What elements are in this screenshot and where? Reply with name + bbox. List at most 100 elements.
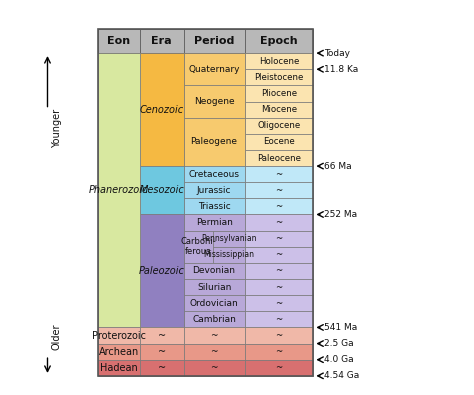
Text: Ordovician: Ordovician bbox=[190, 299, 238, 308]
Text: 2.5 Ga: 2.5 Ga bbox=[324, 339, 354, 348]
Bar bbox=[245, 182, 313, 198]
Bar bbox=[98, 29, 140, 53]
Bar bbox=[183, 311, 245, 327]
Text: Cenozoic: Cenozoic bbox=[140, 105, 184, 115]
Text: ~: ~ bbox=[158, 363, 166, 373]
Bar bbox=[183, 279, 245, 295]
Bar bbox=[213, 247, 245, 263]
Text: ~: ~ bbox=[275, 315, 283, 324]
Bar bbox=[213, 231, 245, 247]
Bar bbox=[183, 327, 245, 344]
Text: ~: ~ bbox=[275, 234, 283, 243]
Text: Eon: Eon bbox=[107, 36, 130, 46]
Text: Older: Older bbox=[52, 323, 62, 350]
Bar bbox=[245, 166, 313, 182]
Bar bbox=[245, 69, 313, 85]
Text: 66 Ma: 66 Ma bbox=[324, 162, 352, 171]
Bar bbox=[183, 53, 245, 85]
Bar bbox=[245, 247, 313, 263]
Text: Period: Period bbox=[194, 36, 234, 46]
Text: Carboni-
ferous: Carboni- ferous bbox=[180, 237, 216, 256]
Text: Neogene: Neogene bbox=[194, 97, 235, 106]
Text: Archean: Archean bbox=[99, 347, 139, 357]
Text: ~: ~ bbox=[275, 186, 283, 195]
Text: ~: ~ bbox=[275, 282, 283, 292]
Bar bbox=[245, 295, 313, 311]
Text: ~: ~ bbox=[275, 347, 283, 356]
Text: ~: ~ bbox=[210, 363, 218, 372]
Text: Permian: Permian bbox=[196, 218, 233, 227]
Bar bbox=[98, 29, 313, 376]
Bar bbox=[245, 214, 313, 231]
Bar bbox=[183, 344, 245, 360]
Bar bbox=[140, 214, 183, 327]
Bar bbox=[245, 29, 313, 53]
Text: ~: ~ bbox=[158, 347, 166, 357]
Text: Phanerozoic: Phanerozoic bbox=[89, 185, 148, 195]
Bar bbox=[245, 150, 313, 166]
Bar bbox=[98, 344, 140, 360]
Text: Quaternary: Quaternary bbox=[188, 65, 240, 74]
Bar bbox=[245, 360, 313, 376]
Text: 252 Ma: 252 Ma bbox=[324, 210, 357, 219]
Text: Cambrian: Cambrian bbox=[192, 315, 236, 324]
Text: ~: ~ bbox=[275, 299, 283, 308]
Text: Proterozoic: Proterozoic bbox=[91, 331, 146, 340]
Text: Jurassic: Jurassic bbox=[197, 186, 231, 195]
Bar bbox=[183, 360, 245, 376]
Bar bbox=[98, 327, 140, 344]
Bar bbox=[245, 344, 313, 360]
Text: Miocene: Miocene bbox=[261, 105, 297, 114]
Bar bbox=[140, 360, 183, 376]
Bar bbox=[245, 134, 313, 150]
Bar bbox=[245, 327, 313, 344]
Text: Hadean: Hadean bbox=[100, 363, 137, 373]
Text: 4.54 Ga: 4.54 Ga bbox=[324, 371, 360, 380]
Text: ~: ~ bbox=[275, 363, 283, 372]
Text: ~: ~ bbox=[158, 331, 166, 340]
Bar bbox=[140, 166, 183, 214]
Bar bbox=[98, 53, 140, 327]
Text: 4.0 Ga: 4.0 Ga bbox=[324, 355, 354, 364]
Bar bbox=[140, 327, 183, 344]
Text: Era: Era bbox=[151, 36, 172, 46]
Bar bbox=[245, 118, 313, 134]
Text: ~: ~ bbox=[275, 267, 283, 275]
Text: Triassic: Triassic bbox=[198, 202, 230, 211]
Text: ~: ~ bbox=[275, 331, 283, 340]
Bar bbox=[183, 166, 245, 182]
Text: ~: ~ bbox=[210, 331, 218, 340]
Text: ~: ~ bbox=[275, 169, 283, 179]
Bar bbox=[245, 311, 313, 327]
Bar bbox=[245, 263, 313, 279]
Bar bbox=[183, 85, 245, 118]
Text: Paleozoic: Paleozoic bbox=[139, 266, 184, 276]
Text: Paleogene: Paleogene bbox=[191, 137, 237, 147]
Text: Oligocene: Oligocene bbox=[257, 121, 301, 130]
Bar bbox=[183, 231, 213, 263]
Text: ~: ~ bbox=[275, 202, 283, 211]
Bar bbox=[140, 53, 183, 166]
Text: ~: ~ bbox=[210, 347, 218, 356]
Bar bbox=[183, 182, 245, 198]
Text: ~: ~ bbox=[275, 218, 283, 227]
Text: Paleocene: Paleocene bbox=[257, 154, 301, 162]
Bar bbox=[245, 279, 313, 295]
Bar bbox=[245, 231, 313, 247]
Bar bbox=[140, 29, 183, 53]
Bar bbox=[245, 85, 313, 102]
Bar bbox=[140, 344, 183, 360]
Bar bbox=[245, 198, 313, 214]
Text: Holocene: Holocene bbox=[259, 57, 299, 66]
Text: Silurian: Silurian bbox=[197, 282, 231, 292]
Text: Today: Today bbox=[324, 49, 350, 58]
Text: Epoch: Epoch bbox=[260, 36, 298, 46]
Text: Mesozoic: Mesozoic bbox=[139, 185, 184, 195]
Bar bbox=[183, 198, 245, 214]
Bar bbox=[245, 102, 313, 118]
Bar bbox=[183, 118, 245, 166]
Text: 541 Ma: 541 Ma bbox=[324, 323, 357, 332]
Text: Pliocene: Pliocene bbox=[261, 89, 297, 98]
Text: Pennsylvanian: Pennsylvanian bbox=[201, 234, 256, 243]
Bar bbox=[245, 53, 313, 69]
